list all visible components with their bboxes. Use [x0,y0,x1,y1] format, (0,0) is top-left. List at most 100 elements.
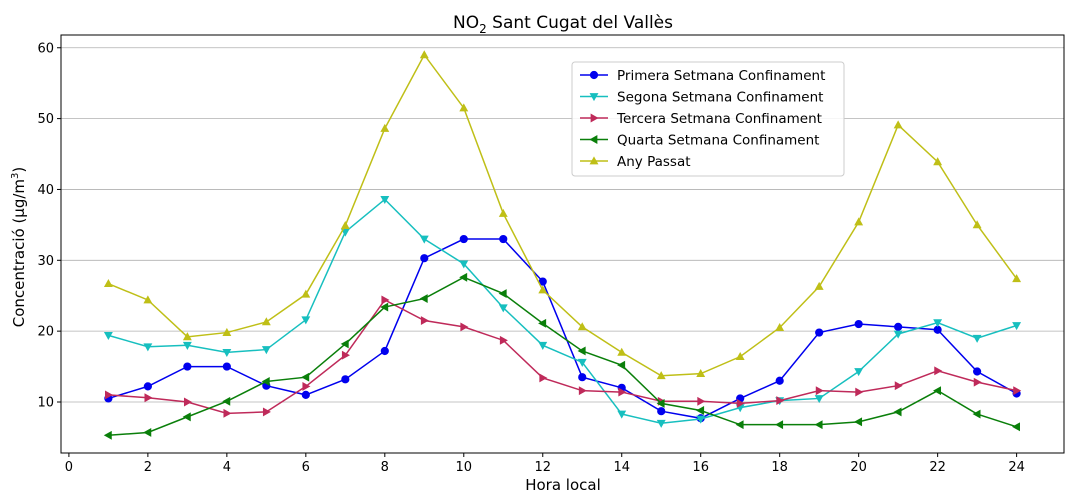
series-line [108,238,1017,420]
x-tick-label: 18 [771,460,788,475]
data-point [814,281,824,290]
data-point [261,376,270,386]
data-point [459,260,469,269]
data-point [697,396,706,406]
data-point [1013,386,1022,396]
legend-item: Quarta Setmana Confinament [580,133,819,149]
y-axis: 10 20 30 40 50 60 [37,41,61,410]
data-point [381,295,390,305]
legend-label: Tercera Setmana Confinament [616,111,822,127]
series-2 [103,195,1022,428]
y-tick-label: 10 [37,395,54,410]
data-point [894,322,903,331]
series-layer [103,50,1022,440]
data-point [577,346,586,356]
data-point [341,375,350,384]
data-point [261,317,271,326]
data-point [854,217,864,226]
data-point [103,332,113,341]
x-tick-label: 20 [850,460,867,475]
data-point [934,366,943,376]
data-point [775,322,785,331]
data-point [498,208,508,217]
data-point [144,393,153,403]
data-point [1012,322,1022,331]
chart-title: NO2 Sant Cugat del Vallès [453,13,673,36]
data-point [855,387,864,397]
plot-frame [60,34,1065,454]
data-point [340,339,349,349]
legend-label: Quarta Setmana Confinament [617,133,819,149]
data-point [301,372,310,382]
x-tick-label: 22 [929,460,946,475]
data-point [302,381,311,391]
x-tick-label: 2 [144,460,152,475]
legend-label: Primera Setmana Confinament [617,68,825,84]
x-tick-label: 0 [65,460,73,475]
x-tick-label: 12 [534,460,551,475]
data-point [380,302,389,312]
data-point [419,294,428,304]
y-tick-label: 30 [37,254,54,269]
data-point [262,407,271,417]
data-point [182,332,192,341]
data-point [105,390,114,400]
series-4 [103,272,1020,440]
data-point [814,420,823,430]
series-line [108,299,1017,415]
x-axis-title: Hora local [525,476,601,494]
y-tick-label: 50 [37,112,54,127]
data-point [301,316,311,325]
data-point [776,396,785,406]
data-point [143,382,152,391]
data-point [103,430,112,440]
data-point [341,350,350,360]
data-point [223,408,232,418]
data-point [578,373,587,382]
data-point [420,254,429,263]
data-point [577,358,587,367]
y-tick-label: 60 [37,41,54,56]
data-point [973,377,982,387]
legend-box [571,61,845,177]
legend-marker [589,93,599,102]
data-point [498,304,508,313]
x-axis: 0 2 4 6 8 10 12 14 16 18 20 22 24 [65,453,1025,475]
data-point [103,279,113,288]
data-point [736,398,745,408]
data-point [222,327,232,336]
legend-item: Segona Setmana Confinament [580,90,823,106]
data-point [222,349,232,358]
x-tick-label: 10 [456,460,473,475]
data-point [933,386,942,396]
data-point [380,123,390,132]
series-line [108,276,1017,437]
data-point [656,419,666,428]
data-point [460,322,469,332]
data-point [538,285,548,294]
data-point [657,407,666,416]
legend-marker [589,70,599,80]
data-point [1012,274,1022,283]
legend-item: Primera Setmana Confinament [580,68,825,84]
data-point [420,316,429,325]
data-point [814,395,824,404]
data-point [972,334,982,343]
data-point [301,390,310,400]
x-tick-label: 16 [692,460,709,475]
data-point [340,228,350,237]
data-point [301,289,311,298]
series-line [108,53,1018,377]
data-point [933,157,943,166]
data-point [893,120,903,129]
data-point [894,381,903,391]
data-point [696,406,705,415]
data-point [618,387,627,397]
y-tick-label: 20 [37,325,54,340]
data-point [459,103,469,112]
data-point [854,368,864,377]
data-point [656,371,666,380]
data-point [340,220,350,229]
legend-label: Any Passat [617,154,691,170]
legend-marker [589,156,599,165]
